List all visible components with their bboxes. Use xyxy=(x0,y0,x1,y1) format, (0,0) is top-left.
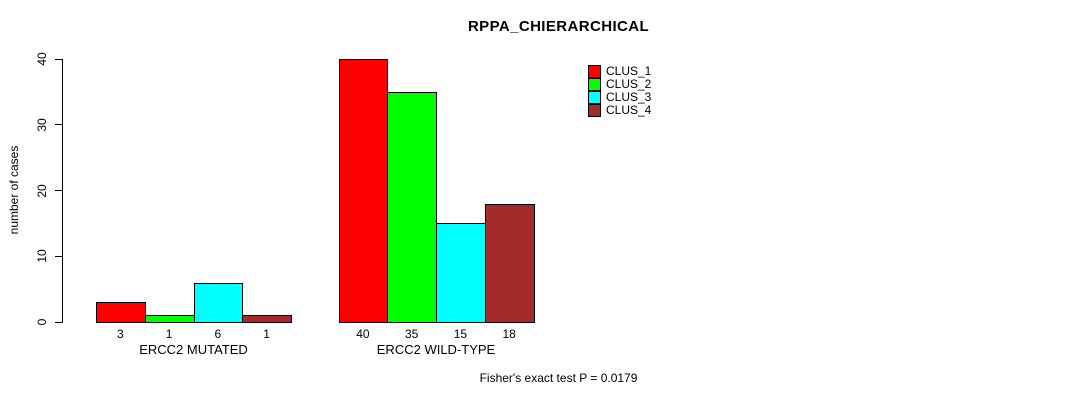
legend-swatch-clus-2 xyxy=(588,78,601,91)
bar-value-label: 1 xyxy=(263,327,270,341)
x-group-label-ercc2-mutated: ERCC2 MUTATED xyxy=(139,342,248,357)
bar-clus-2-ercc2-wild-type xyxy=(387,92,437,323)
legend-item-clus-4: CLUS_4 xyxy=(588,104,651,117)
y-axis-tick xyxy=(55,124,63,126)
y-axis-tick-label: 10 xyxy=(35,249,49,263)
y-axis-label: number of cases xyxy=(7,145,21,235)
stats-annotation: Fisher's exact test P = 0.0179 xyxy=(479,371,638,385)
y-axis-tick xyxy=(55,255,63,257)
y-axis-tick-label: 0 xyxy=(35,318,49,326)
legend-item-clus-2: CLUS_2 xyxy=(588,78,651,91)
chart-title: RPPA_CHIERARCHICAL xyxy=(467,18,650,35)
legend-item-clus-1: CLUS_1 xyxy=(588,65,651,78)
legend-label: CLUS_4 xyxy=(606,103,652,117)
x-group-label-ercc2-wild-type: ERCC2 WILD-TYPE xyxy=(376,342,496,357)
bar-clus-4-ercc2-mutated xyxy=(242,315,292,323)
bar-value-label: 6 xyxy=(214,327,222,341)
bar-clus-2-ercc2-mutated xyxy=(144,315,195,323)
legend-label: CLUS_1 xyxy=(606,64,652,78)
bar-value-label: 40 xyxy=(356,327,370,341)
y-axis-tick xyxy=(55,321,63,323)
y-axis-tick-label: 20 xyxy=(35,183,49,198)
bar-clus-1-ercc2-wild-type xyxy=(338,59,389,323)
legend-label: CLUS_3 xyxy=(606,90,652,104)
legend-swatch-clus-1 xyxy=(588,65,601,78)
legend-swatch-clus-4 xyxy=(588,104,601,117)
y-axis-tick-label: 30 xyxy=(35,118,49,132)
y-axis-line xyxy=(62,59,63,323)
bar-clus-1-ercc2-mutated xyxy=(96,302,146,323)
bar-clus-4-ercc2-wild-type xyxy=(484,204,535,323)
bar-value-label: 15 xyxy=(453,327,468,341)
y-axis-tick-label: 40 xyxy=(35,52,49,66)
legend: CLUS_1 CLUS_2 CLUS_3 CLUS_4 xyxy=(588,65,651,117)
bar-clus-3-ercc2-wild-type xyxy=(436,223,486,323)
y-axis-tick xyxy=(55,190,63,191)
bar-clus-3-ercc2-mutated xyxy=(193,283,244,323)
legend-swatch-clus-3 xyxy=(588,91,601,104)
bar-value-label: 18 xyxy=(502,327,516,341)
legend-item-clus-3: CLUS_3 xyxy=(588,91,651,104)
bar-value-label: 35 xyxy=(404,327,419,341)
bar-value-label: 3 xyxy=(117,327,124,341)
y-axis-tick xyxy=(55,58,63,60)
legend-label: CLUS_2 xyxy=(606,77,652,91)
bar-value-label: 1 xyxy=(165,327,173,341)
